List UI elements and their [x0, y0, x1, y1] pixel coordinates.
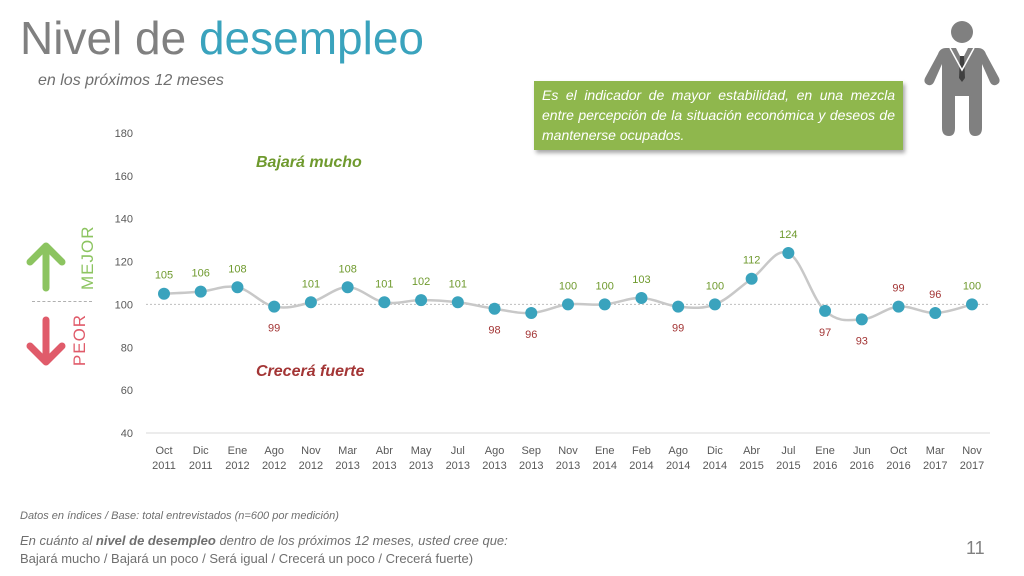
x-tick-label: Ene 2012 [225, 445, 249, 472]
arrow-down-icon [26, 316, 66, 366]
y-tick-label: 40 [121, 428, 133, 440]
x-tick-label: May 2013 [409, 445, 433, 472]
data-label: 101 [375, 278, 393, 290]
data-point [231, 281, 244, 294]
title-part2: desempleo [198, 12, 425, 64]
data-label: 96 [525, 329, 537, 341]
data-label: 100 [596, 280, 614, 292]
annotation-top: Bajará mucho [256, 154, 362, 171]
data-label: 97 [819, 327, 831, 339]
x-tick-label: Ago 2014 [666, 445, 690, 472]
data-point [341, 281, 354, 294]
x-tick-label: Nov 2017 [960, 445, 984, 472]
arrow-up-icon [26, 242, 66, 292]
data-label: 100 [706, 280, 724, 292]
x-tick-label: Ago 2012 [262, 445, 286, 472]
data-point [525, 307, 538, 319]
answer-options: Bajará mucho / Bajará un poco / Será igu… [20, 551, 474, 566]
data-point [672, 300, 685, 313]
data-label: 108 [228, 263, 246, 275]
x-tick-label: Abr 2015 [739, 445, 763, 472]
data-point [708, 298, 721, 311]
data-point [488, 302, 501, 315]
y-tick-label: 180 [115, 128, 133, 140]
y-tick-label: 80 [121, 342, 133, 354]
page-subtitle: en los próximos 12 meses [38, 72, 224, 89]
data-label: 124 [779, 229, 797, 241]
data-point [745, 272, 758, 285]
x-tick-label: Ago 2013 [482, 445, 506, 472]
data-point [451, 296, 464, 309]
data-label: 98 [488, 325, 500, 337]
data-point [378, 296, 391, 309]
x-tick-label: Dic 2014 [703, 445, 727, 472]
y-tick-label: 60 [121, 385, 133, 397]
x-tick-label: Jul 2015 [776, 445, 800, 472]
x-tick-label: Oct 2016 [886, 445, 910, 472]
question-post: dentro de los próximos 12 meses, usted c… [215, 533, 508, 548]
y-tick-label: 100 [115, 299, 133, 311]
data-point [892, 300, 905, 313]
divider-line [32, 301, 92, 302]
data-label: 100 [963, 280, 981, 292]
y-tick-label: 140 [115, 214, 133, 226]
data-point [158, 287, 170, 300]
x-tick-label: Ene 2014 [592, 445, 616, 472]
data-point [782, 247, 795, 259]
data-label: 99 [268, 323, 280, 335]
x-tick-label: Nov 2012 [299, 445, 323, 472]
data-label: 101 [302, 278, 320, 290]
x-tick-label: Jun 2016 [850, 445, 874, 472]
y-tick-label: 120 [115, 257, 133, 269]
page-title: Nivel de desempleo [20, 8, 424, 68]
data-label: 106 [192, 268, 210, 280]
page-number: 11 [966, 538, 985, 558]
data-label: 96 [929, 289, 941, 301]
data-point [268, 300, 281, 313]
data-point [819, 304, 832, 317]
insight-callout: Es el indicador de mayor estabilidad, en… [534, 81, 903, 150]
data-label: 105 [155, 270, 173, 282]
data-point [562, 298, 574, 311]
data-label: 99 [672, 323, 684, 335]
x-tick-label: Ene 2016 [813, 445, 837, 472]
data-point [855, 313, 868, 326]
data-label: 103 [632, 274, 650, 286]
data-point [194, 285, 207, 298]
base-note: Datos en índices / Base: total entrevist… [20, 510, 339, 522]
question-pre: En cuánto al [20, 533, 96, 548]
title-part1: Nivel de [20, 12, 199, 64]
data-point [929, 307, 942, 319]
data-point [635, 292, 648, 304]
unemployment-line-chart: 40 60 80 100 120 140 160 180 Oct 2011 Dic 2011 Ene 20… [115, 128, 990, 472]
businessman-icon [924, 21, 1000, 136]
x-tick-label: Abr 2013 [372, 445, 396, 472]
data-point [304, 296, 317, 309]
x-tick-label: Mar 2013 [335, 445, 359, 472]
data-label: 102 [412, 276, 430, 288]
data-point [966, 298, 978, 311]
x-tick-label: Dic 2011 [189, 445, 213, 472]
x-tick-label: Nov 2013 [556, 445, 580, 472]
data-point [415, 294, 428, 307]
data-label: 99 [892, 283, 904, 295]
x-tick-label: Jul 2013 [446, 445, 470, 472]
annotation-bottom: Crecerá fuerte [256, 363, 365, 380]
data-label: 100 [559, 280, 577, 292]
data-label: 93 [856, 335, 868, 347]
data-label: 101 [449, 278, 467, 290]
x-tick-label: Sep 2013 [519, 445, 543, 472]
data-label: 112 [743, 255, 761, 267]
data-label: 108 [338, 263, 356, 275]
question-note: En cuánto al nivel de desempleo dentro d… [20, 532, 508, 568]
x-tick-label: Oct 2011 [152, 445, 176, 472]
question-bold: nivel de desempleo [95, 533, 216, 548]
x-tick-label: Feb 2014 [629, 445, 653, 472]
x-tick-label: Mar 2017 [923, 445, 947, 472]
data-point [598, 298, 611, 311]
y-tick-label: 160 [115, 171, 133, 183]
